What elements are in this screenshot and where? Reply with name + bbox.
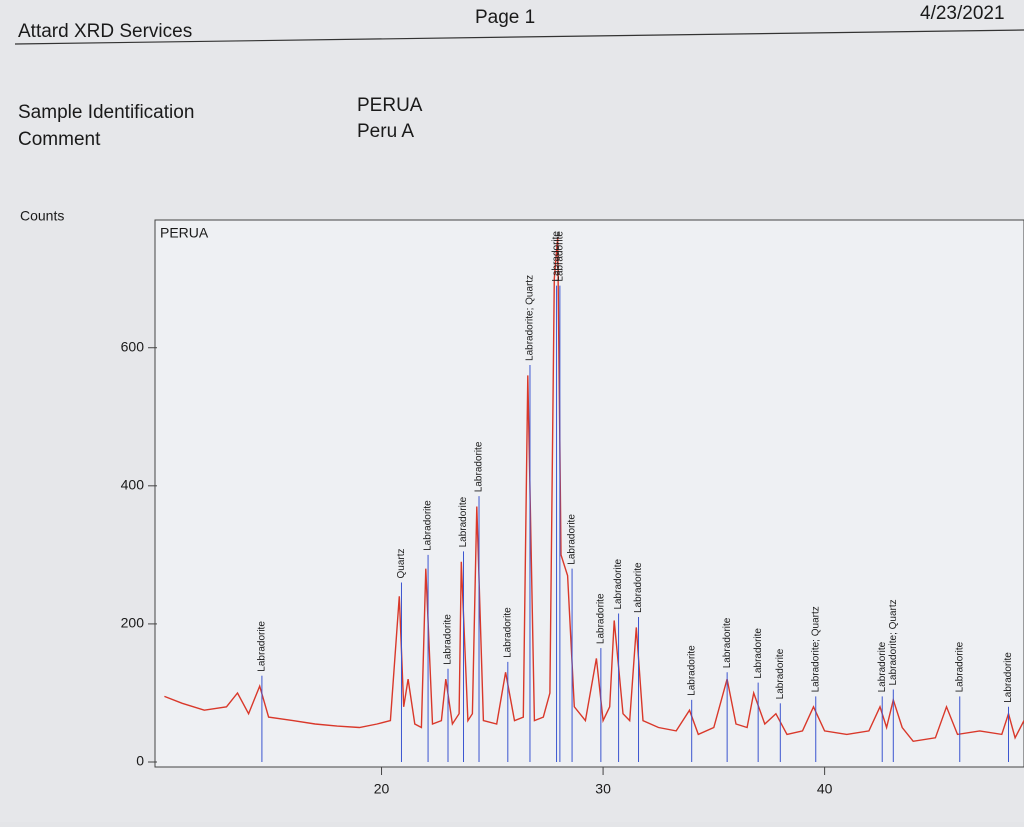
field-label: Sample Identification — [18, 102, 194, 123]
y-tick-label: 200 — [121, 615, 145, 631]
peak-label: Labradorite; Quartz — [525, 275, 536, 361]
peak-label: Labradorite — [567, 514, 578, 565]
peak-label: Labradorite — [613, 559, 624, 610]
field-value: PERUA — [357, 95, 423, 116]
peak-label: Labradorite; Quartz — [888, 599, 899, 685]
y-axis-label: Counts — [20, 208, 64, 224]
peak-label: Labradorite — [722, 617, 733, 668]
peak-label: Labradorite — [474, 441, 485, 492]
peak-label: Labradorite; Quartz — [810, 606, 821, 692]
page-number: Page 1 — [475, 7, 535, 28]
x-tick-label: 20 — [374, 781, 390, 797]
plot-frame — [154, 219, 1024, 768]
peak-label: Labradorite — [954, 641, 965, 692]
field-label: Comment — [18, 129, 101, 150]
peak-label: Labradorite — [551, 231, 562, 282]
header-rule — [14, 29, 1024, 45]
y-tick-label: 600 — [121, 338, 145, 354]
company: Attard XRD Services — [18, 21, 192, 42]
peak-label: Labradorite — [502, 607, 513, 658]
peak-label: Labradorite — [443, 614, 454, 665]
peak-label: Labradorite — [775, 648, 786, 699]
y-tick-label: 400 — [121, 477, 145, 493]
peak-label: Labradorite — [877, 641, 888, 692]
peak-label: Quartz — [396, 548, 407, 578]
peak-label: Labradorite — [257, 621, 268, 672]
field-value: Peru A — [357, 121, 414, 142]
x-tick-label: 40 — [817, 781, 833, 797]
peak-label: Labradorite — [1003, 652, 1014, 703]
peak-label: Labradorite — [458, 496, 469, 547]
peak-label: Labradorite — [633, 562, 644, 613]
data-line — [164, 237, 1024, 743]
peak-label: Labradorite — [753, 628, 764, 679]
date: 4/23/2021 — [920, 3, 1005, 24]
peak-label: Labradorite — [596, 593, 607, 644]
peak-label: Labradorite — [686, 645, 697, 696]
peak-label: Labradorite — [423, 500, 434, 551]
y-tick-label: 0 — [136, 753, 144, 769]
peak-label: Labradorite — [555, 231, 566, 282]
x-tick-label: 30 — [595, 781, 611, 797]
chart-title: PERUA — [160, 225, 209, 241]
